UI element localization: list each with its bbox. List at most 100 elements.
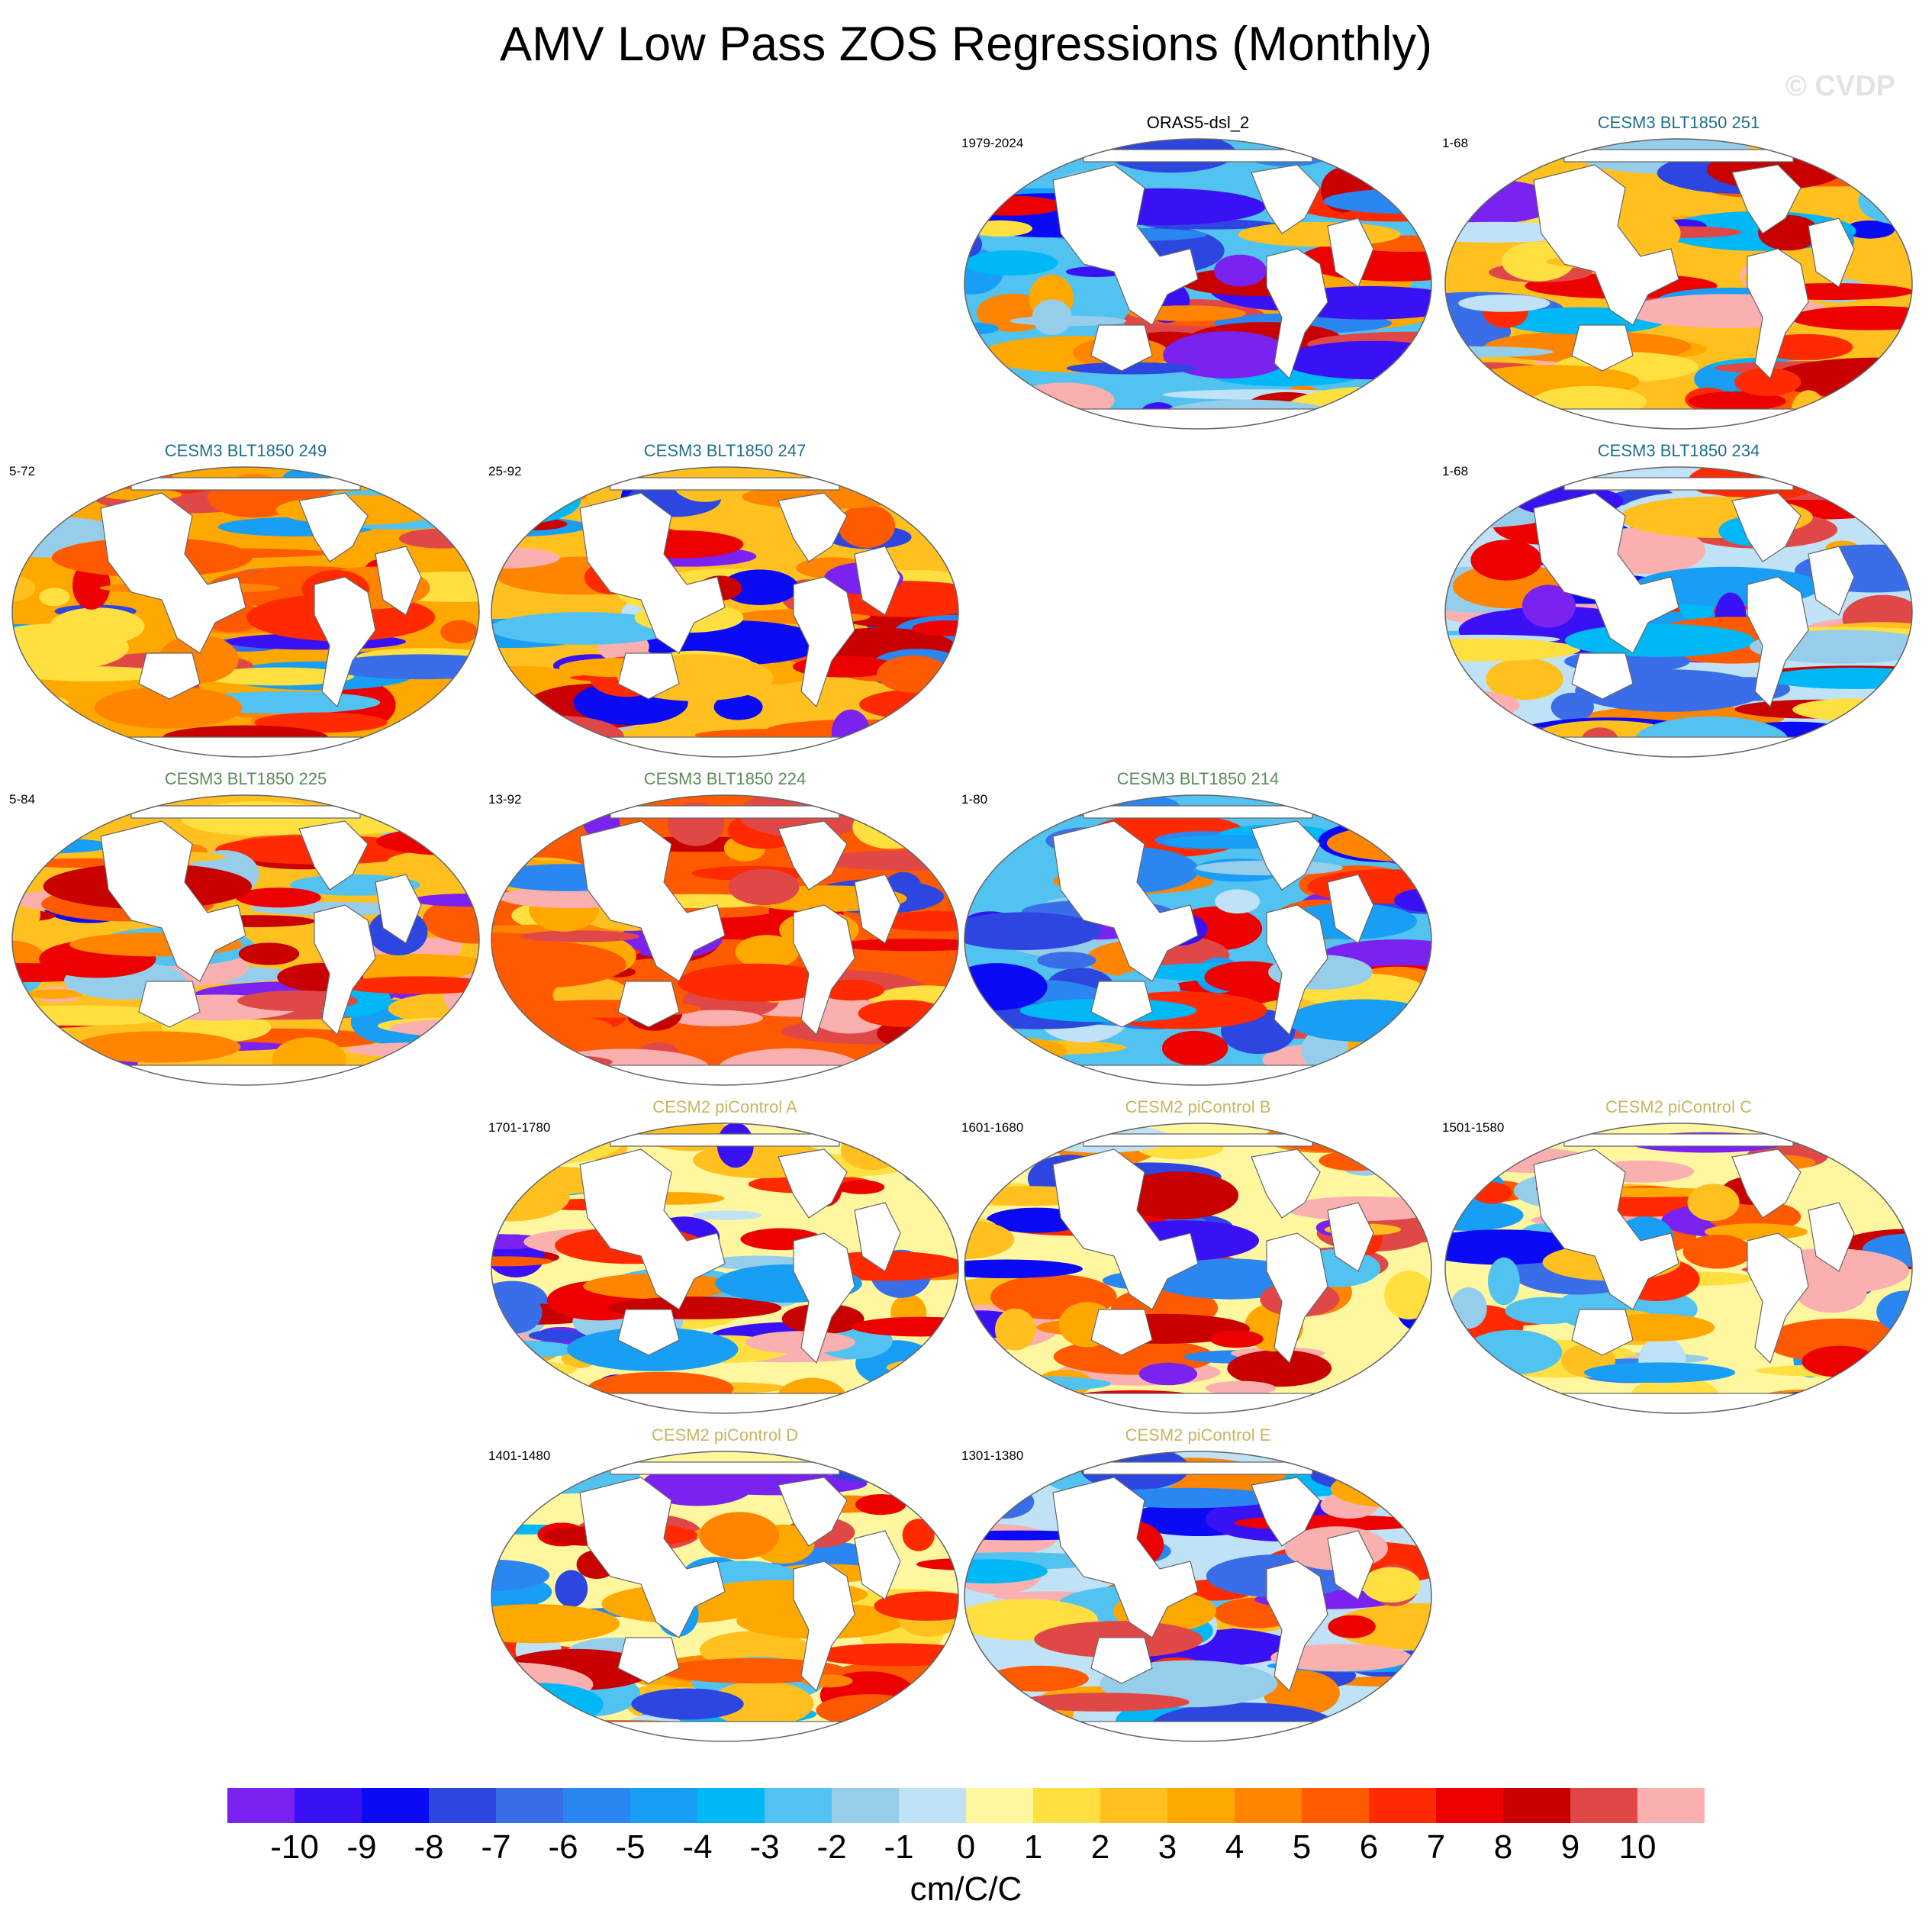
land-mass [854, 546, 901, 616]
map-plot [1444, 466, 1913, 758]
colorbar-tick-label: 3 [1158, 1828, 1177, 1866]
land-mass [1731, 492, 1802, 562]
anomaly-patch [875, 1049, 923, 1085]
land-mass [1251, 820, 1321, 891]
anomaly-patch [926, 1484, 958, 1516]
land-mass [1052, 1477, 1199, 1638]
colorbar [227, 1788, 1705, 1823]
anomaly-patch [1010, 1135, 1044, 1164]
land-mass [1052, 820, 1199, 982]
map-outline [491, 1123, 959, 1414]
anomaly-patch [94, 687, 243, 729]
land-mass [1533, 1148, 1679, 1310]
anomaly-patch [709, 1680, 814, 1727]
anomaly-patch [1445, 397, 1493, 418]
colorbar-tick-label: -4 [682, 1828, 713, 1866]
panel-years: 1501-1580 [1442, 1120, 1505, 1135]
land-mass [617, 652, 680, 700]
map-plot [1444, 138, 1913, 430]
land-mass [1266, 1232, 1328, 1364]
anomaly-patch [1339, 163, 1392, 191]
colorbar-box [295, 1788, 362, 1823]
panel-years: 1601-1680 [961, 1120, 1024, 1135]
anomaly-patch [440, 620, 478, 644]
anomaly-patch [1445, 147, 1503, 195]
anomaly-patch [491, 492, 529, 504]
anomaly-patch [1564, 623, 1755, 657]
land-mass [100, 820, 246, 982]
land-mass [138, 981, 201, 1028]
anomaly-patch [1209, 1330, 1264, 1348]
land-mass [1327, 1202, 1374, 1272]
land-mass [1533, 492, 1679, 654]
anomaly-patch [528, 1329, 587, 1342]
anomaly-patch [12, 720, 85, 746]
colorbar-tick-label: 0 [956, 1828, 976, 1866]
land-mass [793, 1561, 855, 1693]
land-mass [1052, 164, 1199, 326]
anomaly-patch [972, 1485, 1035, 1519]
anomaly-patch [855, 1494, 906, 1516]
panel-years: 1-68 [1442, 136, 1469, 150]
anomaly-patch [631, 1688, 744, 1720]
map-plot [11, 794, 480, 1086]
colorbar-box [227, 1788, 295, 1823]
land-mass [314, 904, 376, 1036]
anomaly-patch [1488, 1257, 1520, 1306]
land-mass [617, 981, 680, 1028]
colorbar-box [899, 1788, 966, 1823]
panel-years: 5-72 [9, 464, 36, 478]
anomaly-patch [555, 1570, 588, 1608]
land-mass [1731, 164, 1802, 234]
map-outline [11, 794, 480, 1086]
anomaly-patch [12, 475, 72, 501]
panel-years: 13-92 [488, 792, 522, 807]
land-mass [1571, 324, 1634, 372]
map-panel-blt251: CESM3 BLT1850 251 1-68 [1442, 113, 1915, 433]
colorbar-tick-label: -1 [884, 1828, 914, 1866]
anomaly-patch [995, 1308, 1036, 1351]
colorbar-tick-label: -8 [414, 1828, 444, 1866]
anomaly-patch [39, 588, 70, 607]
anomaly-patch [902, 1519, 935, 1551]
map-outline [1444, 138, 1913, 430]
anomaly-patch [1377, 1478, 1431, 1507]
anomaly-patch [1458, 295, 1550, 312]
colorbar-tick-label: 8 [1493, 1828, 1513, 1866]
anomaly-patch [1287, 999, 1431, 1042]
colorbar-tick-label: -6 [548, 1828, 578, 1866]
anomaly-patch [874, 1591, 958, 1621]
colorbar-tick-label: 7 [1426, 1828, 1446, 1866]
land-mass [130, 805, 361, 819]
land-mass [375, 546, 422, 616]
colorbar-box [1570, 1788, 1637, 1823]
land-mass [1808, 217, 1855, 288]
land-mass [1518, 408, 1840, 429]
land-mass [1571, 652, 1634, 700]
map-panel-blt247: CESM3 BLT1850 247 25-92 [488, 441, 961, 762]
anomaly-patch [27, 989, 83, 999]
anomaly-patch [1792, 698, 1912, 721]
anomaly-patch [1366, 1365, 1431, 1376]
colorbar-box [1235, 1788, 1302, 1823]
map-outline [491, 794, 959, 1086]
anomaly-patch [728, 868, 800, 906]
colorbar-box [1302, 1788, 1369, 1823]
anomaly-patch [1688, 391, 1786, 411]
anomaly-patch [1734, 368, 1802, 396]
panel-title: CESM3 BLT1850 251 [1597, 113, 1760, 132]
land-mass [1327, 217, 1374, 288]
land-mass [1266, 904, 1328, 1036]
land-mass [1083, 1461, 1313, 1475]
land-mass [579, 1477, 726, 1638]
anomaly-patch [968, 220, 1032, 237]
map-plot [1444, 1123, 1913, 1414]
map-plot [491, 1123, 959, 1414]
panel-title: CESM2 piControl A [652, 1097, 797, 1116]
anomaly-patch [1873, 1157, 1912, 1185]
map-outline [11, 466, 480, 758]
colorbar-box [1637, 1788, 1705, 1823]
land-mass [778, 492, 848, 562]
colorbar-tick-label: -3 [749, 1828, 780, 1866]
panel-years: 1301-1380 [961, 1448, 1024, 1463]
